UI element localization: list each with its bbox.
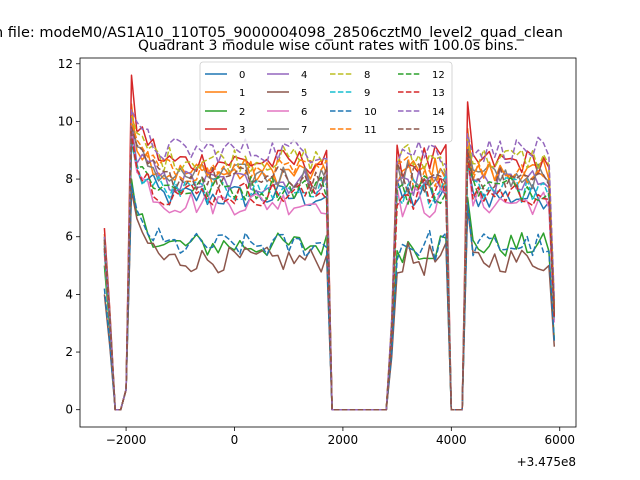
chart-title: Quadrant 3 module wise count rates with …: [138, 38, 518, 54]
x-offset-label: +3.475e8: [517, 455, 576, 469]
legend-label-9: 9: [364, 88, 370, 99]
legend-label-6: 6: [301, 107, 307, 118]
legend-frame: [199, 61, 453, 143]
x-tick-label: 6000: [544, 433, 575, 447]
legend-label-12: 12: [432, 70, 445, 81]
x-tick-label: −2000: [106, 433, 147, 447]
series-line-8: [103, 114, 556, 411]
series-layer: [103, 74, 556, 411]
x-tick-label: 0: [231, 433, 239, 447]
legend-label-1: 1: [239, 88, 245, 99]
suptitle: n file: modeM0/AS1A10_110T05_9000004098_…: [0, 25, 563, 41]
legend-label-7: 7: [301, 125, 307, 136]
y-tick-label: 12: [58, 57, 73, 71]
y-tick-label: 8: [65, 172, 73, 186]
legend-label-14: 14: [432, 107, 445, 118]
y-tick-label: 0: [65, 403, 73, 417]
legend-label-15: 15: [432, 125, 445, 136]
x-tick-label: 4000: [436, 433, 467, 447]
legend-label-13: 13: [432, 88, 445, 99]
x-tick-label: 2000: [328, 433, 359, 447]
y-tick-label: 2: [65, 345, 73, 359]
legend-label-2: 2: [239, 107, 245, 118]
plot-frame: [79, 57, 577, 428]
legend-label-0: 0: [239, 70, 245, 81]
series-line-10: [103, 184, 556, 411]
legend-label-4: 4: [301, 70, 307, 81]
series-line-15: [103, 126, 556, 411]
legend-label-10: 10: [364, 107, 377, 118]
legend-label-3: 3: [239, 125, 245, 136]
legend-label-5: 5: [301, 88, 307, 99]
legend-label-11: 11: [364, 125, 377, 136]
y-tick-label: 4: [65, 287, 73, 301]
y-tick-label: 6: [65, 230, 73, 244]
y-tick-label: 10: [58, 114, 73, 128]
series-line-14: [103, 109, 556, 411]
legend-label-8: 8: [364, 70, 370, 81]
